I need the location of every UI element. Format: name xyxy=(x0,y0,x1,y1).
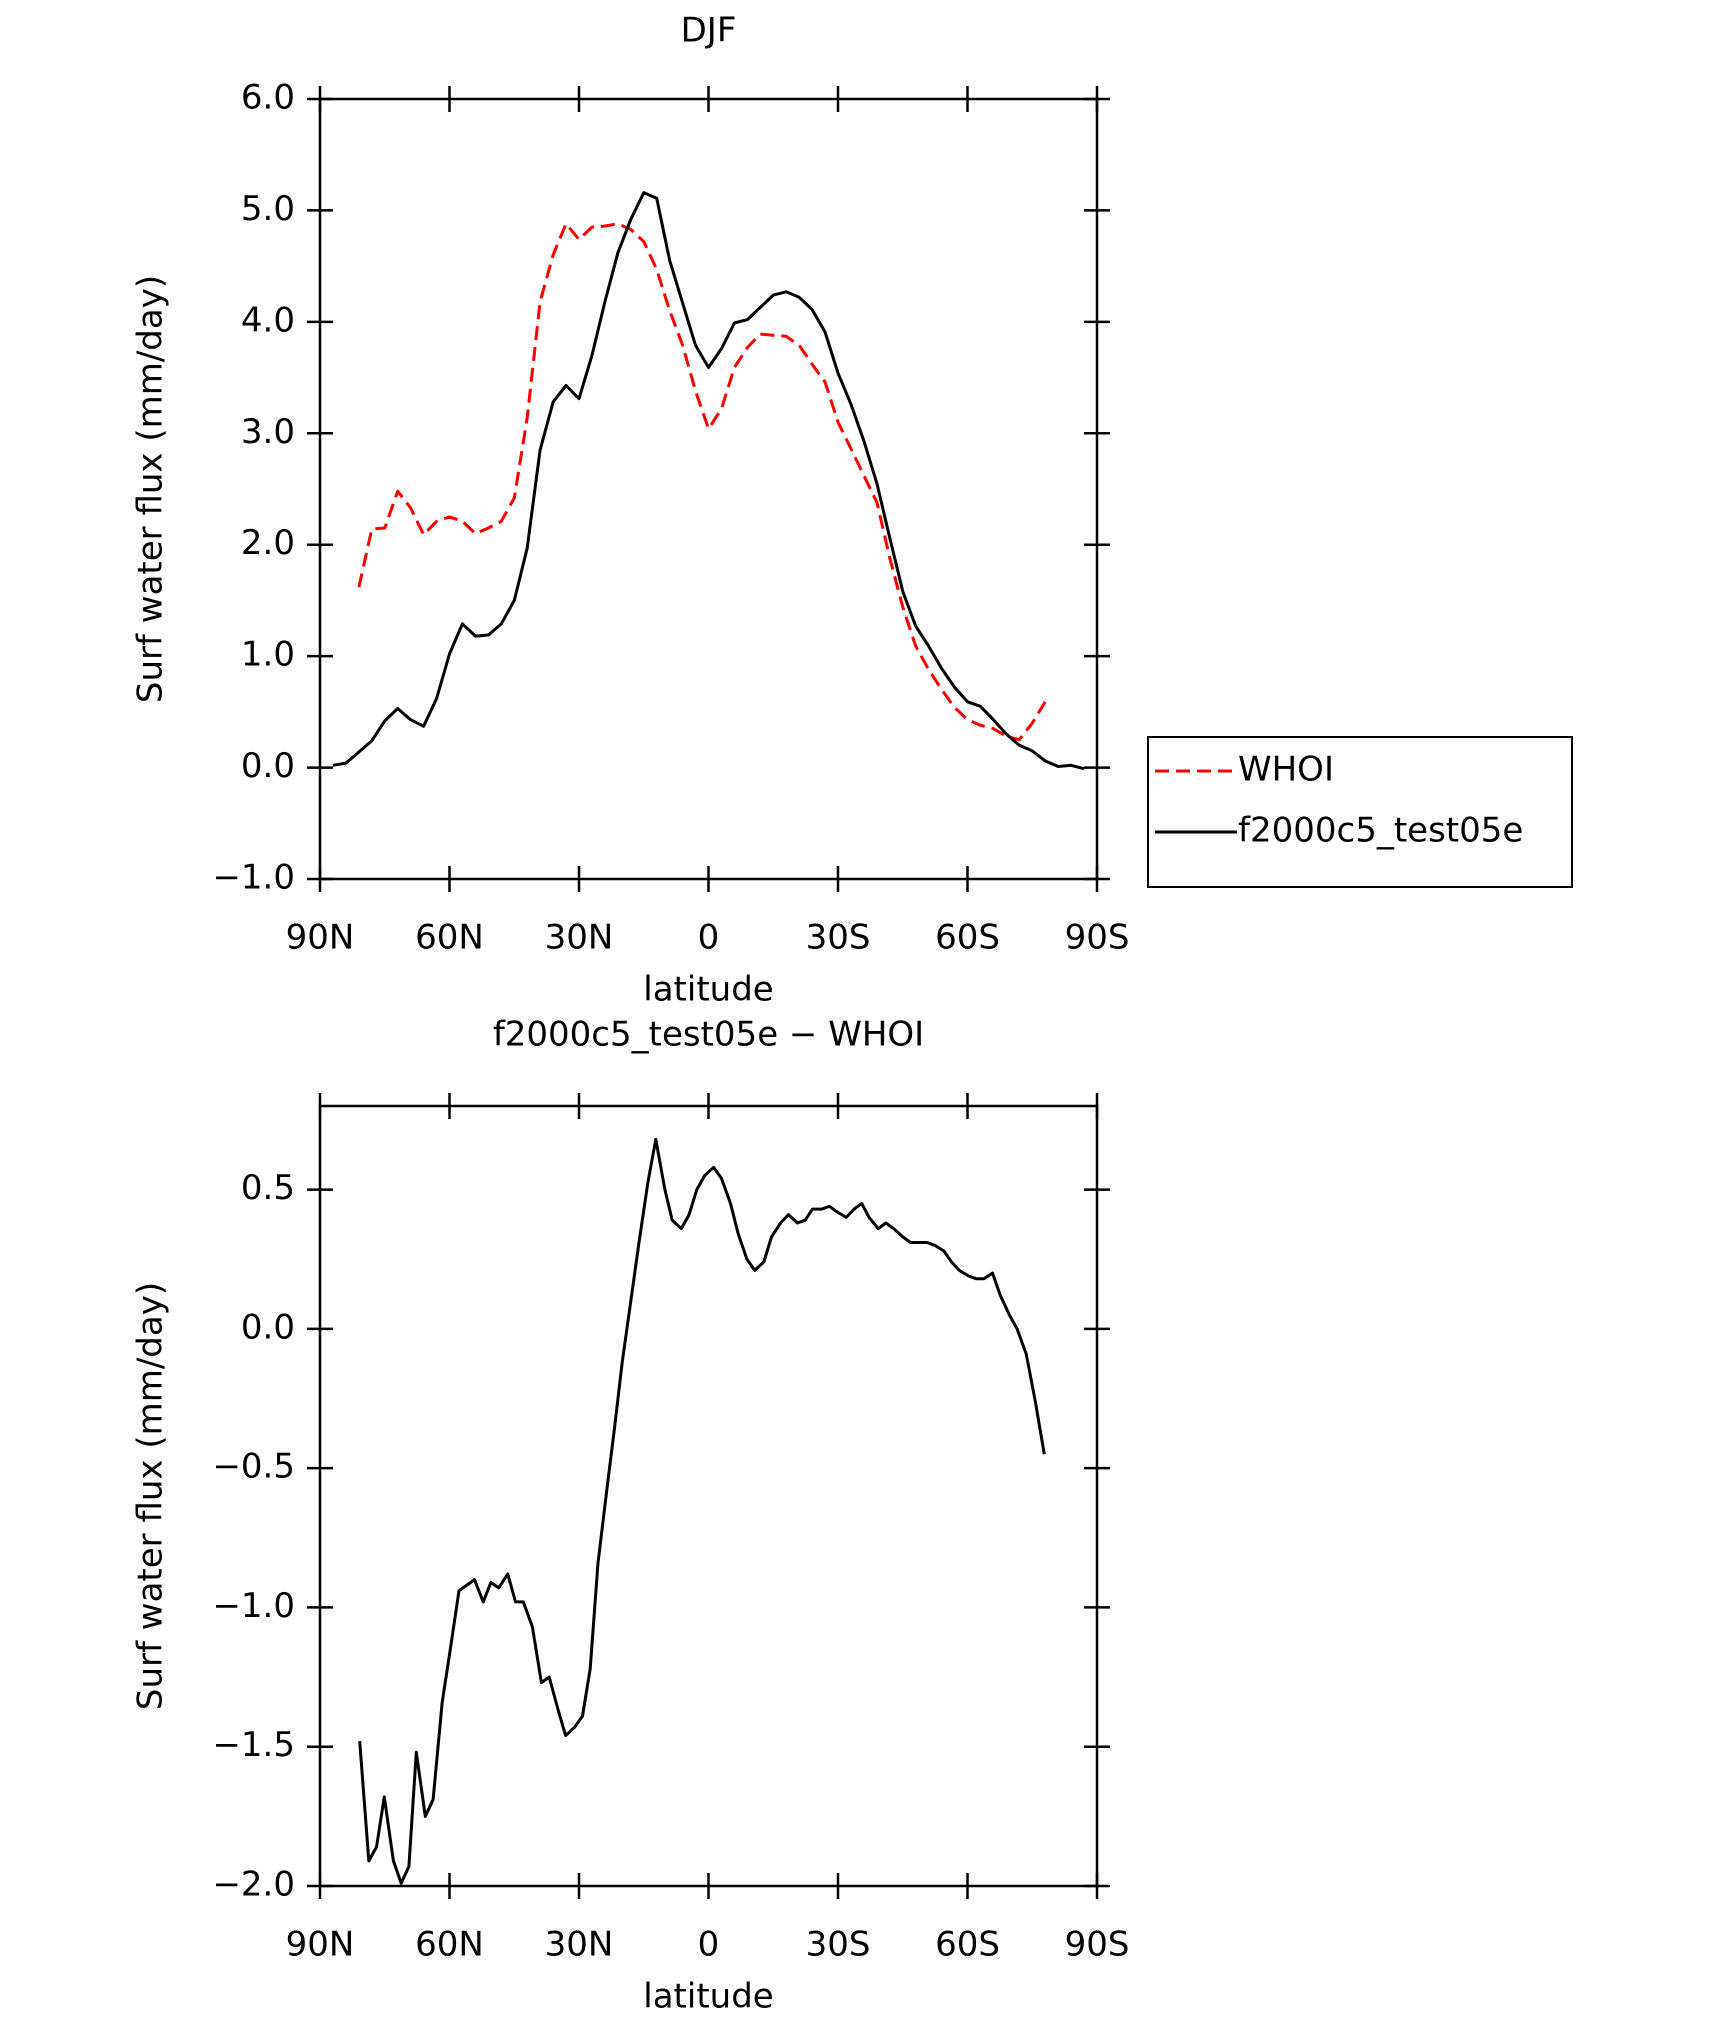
y-tick-label: 6.0 xyxy=(241,78,295,118)
x-tick-label: 30N xyxy=(545,918,614,958)
y-tick-label: −2.0 xyxy=(212,1865,295,1905)
x-tick-label: 0 xyxy=(698,918,720,958)
legend-box xyxy=(1147,736,1573,888)
x-tick-label: 90N xyxy=(286,1925,355,1965)
y-tick-label: −1.0 xyxy=(212,1586,295,1626)
x-tick-label: 30S xyxy=(806,1925,871,1965)
x-tick-label: 60S xyxy=(935,1925,1000,1965)
data-line xyxy=(332,191,1085,771)
x-tick-label: 90S xyxy=(1065,1925,1130,1965)
x-axis-label: latitude xyxy=(643,1977,773,2017)
x-tick-label: 90S xyxy=(1065,918,1130,958)
y-tick-label: 0.0 xyxy=(241,746,295,786)
y-axis-label: Surf water flux (mm/day) xyxy=(131,275,171,703)
y-tick-label: 4.0 xyxy=(241,300,295,340)
y-tick-label: −0.5 xyxy=(212,1447,295,1487)
y-tick-label: 0.5 xyxy=(241,1168,295,1208)
x-tick-label: 30S xyxy=(806,918,871,958)
x-tick-label: 60N xyxy=(415,1925,484,1965)
legend-label: f2000c5_test05e xyxy=(1238,811,1523,851)
y-tick-label: 1.0 xyxy=(241,635,295,675)
y-tick-label: 3.0 xyxy=(241,412,295,452)
chart-title: f2000c5_test05e − WHOI xyxy=(493,1015,924,1055)
data-line xyxy=(358,1137,1046,1885)
y-tick-label: 2.0 xyxy=(241,523,295,563)
y-tick-label: 0.0 xyxy=(241,1307,295,1347)
legend-label: WHOI xyxy=(1238,750,1334,790)
x-axis-label: latitude xyxy=(643,970,773,1010)
y-axis-label: Surf water flux (mm/day) xyxy=(131,1282,171,1710)
chart-title: DJF xyxy=(681,11,737,51)
y-tick-label: 5.0 xyxy=(241,189,295,229)
y-tick-label: −1.5 xyxy=(212,1725,295,1765)
y-tick-label: −1.0 xyxy=(212,858,295,898)
plot-frame xyxy=(318,97,1099,881)
x-tick-label: 30N xyxy=(545,1925,614,1965)
x-tick-label: 0 xyxy=(698,1925,720,1965)
x-tick-label: 90N xyxy=(286,918,355,958)
x-tick-label: 60N xyxy=(415,918,484,958)
x-tick-label: 60S xyxy=(935,918,1000,958)
data-line xyxy=(357,222,1047,742)
